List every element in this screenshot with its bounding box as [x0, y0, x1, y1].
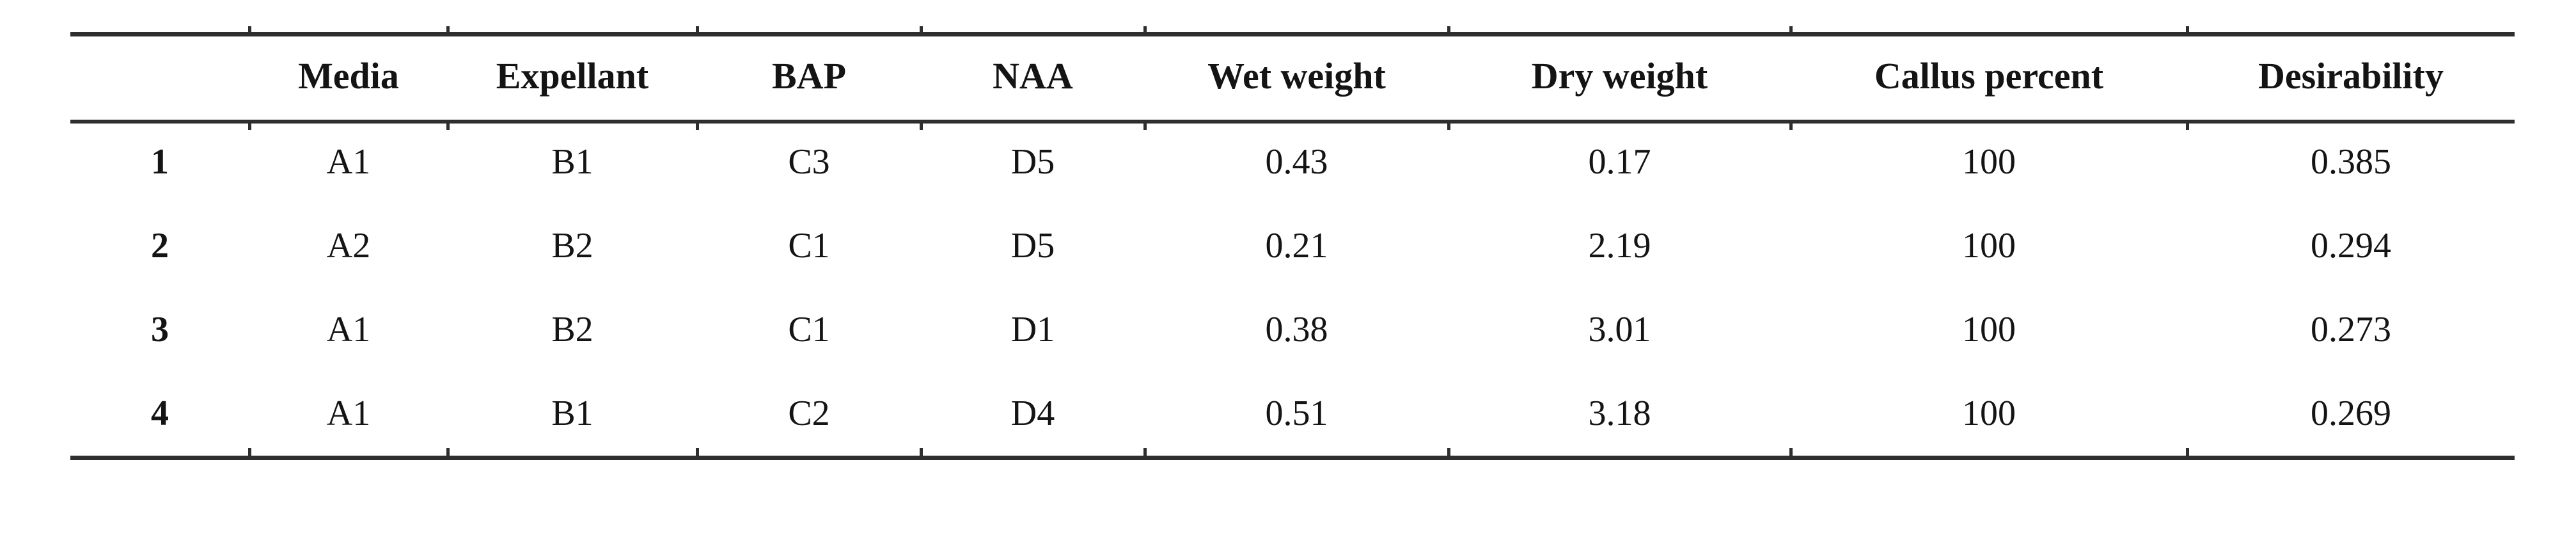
table-cell: B2 — [551, 225, 593, 266]
table-bottom-rule — [70, 456, 2515, 460]
table-cell: A1 — [326, 394, 371, 434]
column-boundary-tick — [1447, 448, 1450, 458]
table-cell: 0.51 — [1265, 394, 1328, 434]
table-cell: 3.01 — [1588, 310, 1651, 350]
table-cell: 0.21 — [1265, 225, 1328, 266]
column-boundary-tick — [696, 121, 699, 130]
table-cell: 100 — [1962, 394, 2016, 434]
column-boundary-tick — [446, 121, 450, 130]
table-cell: 0.294 — [2311, 225, 2391, 266]
column-boundary-tick — [696, 448, 699, 458]
table-cell: 100 — [1962, 141, 2016, 182]
column-boundary-tick — [2186, 121, 2189, 130]
column-header: BAP — [772, 54, 846, 97]
table-cell: D1 — [1010, 310, 1055, 350]
table-cell: 2.19 — [1588, 225, 1651, 266]
table-cell: A2 — [326, 225, 371, 266]
table-cell: 100 — [1962, 310, 2016, 350]
column-header: NAA — [993, 54, 1073, 97]
table-cell: 0.273 — [2311, 310, 2391, 350]
column-boundary-tick — [248, 26, 251, 35]
table-cell: D5 — [1010, 225, 1055, 266]
column-boundary-tick — [920, 121, 923, 130]
column-boundary-tick — [446, 26, 450, 35]
column-boundary-tick — [248, 121, 251, 130]
column-header: Dry weight — [1531, 54, 1708, 97]
column-boundary-tick — [1789, 121, 1793, 130]
column-header: Media — [298, 54, 399, 97]
table-cell: C1 — [788, 310, 830, 350]
table-cell: 0.385 — [2311, 141, 2391, 182]
table-body: 1 A1 B1 C3 D5 0.43 0.17 100 0.385 2 A2 B2 C1 D5 0.21 2.… — [70, 120, 2515, 456]
table-cell: D5 — [1010, 141, 1055, 182]
table-cell: B1 — [551, 394, 593, 434]
table-cell: A1 — [326, 310, 371, 350]
table-cell: D4 — [1010, 394, 1055, 434]
column-boundary-tick — [2186, 26, 2189, 35]
table-row: 4 A1 B1 C2 D4 0.51 3.18 100 0.269 — [70, 372, 2515, 456]
table-cell: 0.269 — [2311, 394, 2391, 434]
table-cell: 0.17 — [1588, 141, 1651, 182]
column-boundary-tick — [1447, 121, 1450, 130]
column-boundary-tick — [1789, 448, 1793, 458]
table-row: 3 A1 B2 C1 D1 0.38 3.01 100 0.273 — [70, 288, 2515, 372]
table-cell: C3 — [788, 141, 830, 182]
column-boundary-tick — [1447, 26, 1450, 35]
table-header-row: Media Expellant BAP NAA Wet weight Dry weight… — [70, 32, 2515, 120]
column-boundary-tick — [696, 26, 699, 35]
table-cell: 0.38 — [1265, 310, 1328, 350]
column-header: Wet weight — [1207, 54, 1386, 97]
table-cell: C1 — [788, 225, 830, 266]
column-boundary-tick — [1789, 26, 1793, 35]
column-header: Callus percent — [1874, 54, 2104, 97]
column-header: Expellant — [496, 54, 649, 97]
table-row: 1 A1 B1 C3 D5 0.43 0.17 100 0.385 — [70, 120, 2515, 204]
table-cell: B2 — [551, 310, 593, 350]
table-header-rule — [70, 120, 2515, 124]
column-boundary-tick — [1143, 121, 1147, 130]
table-cell: 0.43 — [1265, 141, 1328, 182]
column-header: Desirability — [2258, 54, 2444, 97]
column-boundary-tick — [1143, 26, 1147, 35]
table-cell: C2 — [788, 394, 830, 434]
table-cell: 100 — [1962, 225, 2016, 266]
column-boundary-tick — [2186, 448, 2189, 458]
row-number-cell: 2 — [151, 225, 169, 266]
column-boundary-tick — [920, 26, 923, 35]
table-cell: 3.18 — [1588, 394, 1651, 434]
column-boundary-tick — [920, 448, 923, 458]
row-number-cell: 1 — [151, 141, 169, 182]
row-number-cell: 3 — [151, 310, 169, 350]
table-row: 2 A2 B2 C1 D5 0.21 2.19 100 0.294 — [70, 204, 2515, 287]
column-boundary-tick — [1143, 448, 1147, 458]
results-table: Media Expellant BAP NAA Wet weight Dry weight… — [70, 26, 2515, 460]
column-boundary-tick — [446, 448, 450, 458]
row-number-cell: 4 — [151, 394, 169, 434]
table-cell: B1 — [551, 141, 593, 182]
table-cell: A1 — [326, 141, 371, 182]
column-boundary-tick — [248, 448, 251, 458]
table-top-rule — [70, 32, 2515, 36]
